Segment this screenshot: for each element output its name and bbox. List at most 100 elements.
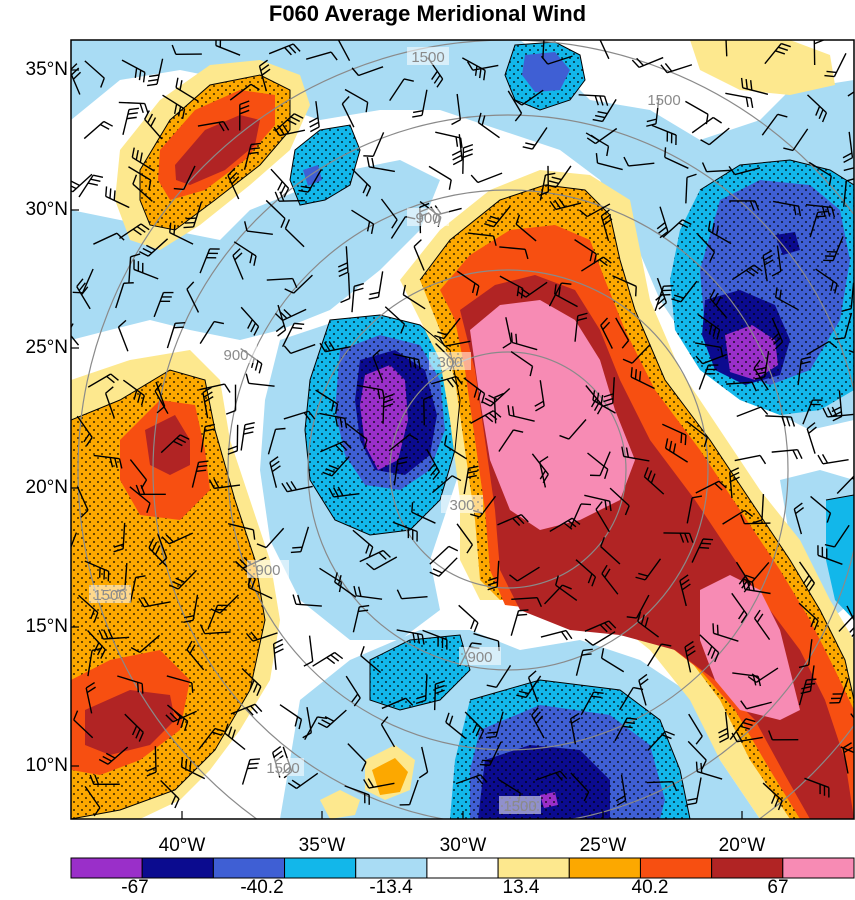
wind-barb-flag <box>339 442 348 451</box>
wind-barb-flag <box>711 223 715 234</box>
wind-barb-flag <box>781 42 791 48</box>
wind-barb-flag <box>222 121 230 131</box>
wind-barb-flag <box>665 730 675 736</box>
wind-barb-flag <box>740 514 746 524</box>
wind-barb-flag <box>589 251 594 262</box>
wind-barb-flag <box>140 395 145 406</box>
wind-barb-flag <box>334 416 339 427</box>
colorbar-swatch <box>426 857 499 879</box>
wind-barb-flag <box>137 392 142 403</box>
wind-barb-flag <box>592 390 596 401</box>
wind-barb-flag <box>470 513 481 518</box>
wind-barb-staff <box>686 420 708 438</box>
wind-barb-flag <box>646 123 657 127</box>
wind-barb-flag <box>279 310 288 319</box>
wind-barb-flag <box>423 394 434 400</box>
wind-barb-flag <box>134 67 138 78</box>
wind-barb-flag <box>749 267 759 275</box>
wind-barb-flag <box>81 286 89 296</box>
wind-barb-flag <box>822 407 829 418</box>
wind-barb-flag <box>227 167 236 176</box>
wind-barb-flag <box>764 259 774 266</box>
wind-barb-flag <box>339 417 343 428</box>
wind-barb-flag <box>397 461 408 465</box>
wind-barb-flag <box>396 589 403 600</box>
wind-barb-flag <box>798 664 809 669</box>
wind-barb-flag <box>750 97 754 109</box>
wind-barb-flag <box>558 286 561 297</box>
wind-barb-staff <box>848 349 854 354</box>
wind-barb-flag <box>328 340 336 351</box>
wind-barb-flag <box>815 106 821 116</box>
wind-barb-flag <box>169 712 178 721</box>
wind-barb-flag <box>602 321 611 331</box>
wind-barb-staff <box>411 511 436 524</box>
wind-barb-flag <box>62 316 67 325</box>
lon-label-25w: 25°W <box>579 835 627 856</box>
wind-barb-flag <box>712 292 719 303</box>
wind-barb-flag <box>463 143 474 149</box>
wind-barb-flag <box>524 249 529 260</box>
wind-barb-flag <box>412 109 424 114</box>
wind-barb-flag <box>213 320 225 325</box>
wind-barb-flag <box>173 440 183 447</box>
wind-barb-flag <box>443 435 448 446</box>
wind-barb-flag <box>139 250 149 257</box>
wind-barb-flag <box>229 172 238 181</box>
wind-barb-staff <box>746 701 772 710</box>
wind-barb-flag <box>638 371 642 382</box>
wind-barb-staff <box>497 778 521 794</box>
wind-barb-flag <box>245 632 254 642</box>
wind-barb-staff <box>761 494 765 521</box>
wind-barb-flag <box>436 78 444 88</box>
wind-barb-flag <box>142 247 153 254</box>
wind-barb-flag <box>132 228 142 236</box>
wind-barb-flag <box>828 175 832 187</box>
wind-barb-staff <box>495 665 512 688</box>
wind-barb-flag <box>98 629 104 640</box>
wind-barb-staff <box>128 166 152 181</box>
wind-barb-flag <box>487 731 498 734</box>
wind-barb-flag <box>239 558 248 567</box>
wind-barb-flag <box>716 329 721 340</box>
wind-barb-flag <box>186 217 197 220</box>
wind-barb-flag <box>531 707 539 716</box>
wind-barb-staff <box>456 93 462 120</box>
wind-barb-flag <box>814 40 824 45</box>
wind-barb-flag <box>600 209 610 217</box>
wind-barb-flag <box>133 389 138 400</box>
wind-barb-flag <box>370 223 375 234</box>
wind-barb-flag <box>475 775 484 785</box>
wind-barb-flag <box>252 529 256 540</box>
wind-barb-flag <box>102 755 112 762</box>
lat-label-15n: 15°N <box>25 616 68 637</box>
wind-barb-flag <box>292 594 297 605</box>
wind-barb-flag <box>741 579 749 589</box>
wind-barb-flag <box>833 283 838 294</box>
lat-label-35n: 35°N <box>25 59 68 80</box>
wind-barb-flag <box>103 629 109 640</box>
wind-barb-flag <box>591 695 602 699</box>
wind-barb-flag <box>745 269 755 277</box>
lat-label-20n: 20°N <box>25 477 68 498</box>
wind-barb-staff <box>360 655 382 674</box>
ring-label: 300 <box>449 497 474 514</box>
wind-barb-flag <box>615 795 626 802</box>
wind-barb-flag <box>208 479 215 489</box>
wind-barb-flag <box>581 653 592 656</box>
wind-barb-flag <box>232 248 241 257</box>
range-ring-labels: 300 300 900 900 900 900 1500 1500 1500 1500 1500 <box>89 47 685 815</box>
wind-barb-flag <box>466 544 473 554</box>
wind-barb-flag <box>87 182 98 186</box>
wind-barb-flag <box>417 359 421 370</box>
wind-barb-flag <box>533 711 541 720</box>
wind-barb-flag <box>361 761 367 772</box>
wind-barb-flag <box>144 103 149 114</box>
wind-barb-flag <box>332 487 339 497</box>
wind-barb-flag <box>446 378 454 388</box>
wind-barb-staff <box>319 567 342 583</box>
wind-barb-flag <box>603 95 609 106</box>
wind-barb-flag <box>486 684 497 688</box>
colorbar-swatch <box>70 857 143 879</box>
